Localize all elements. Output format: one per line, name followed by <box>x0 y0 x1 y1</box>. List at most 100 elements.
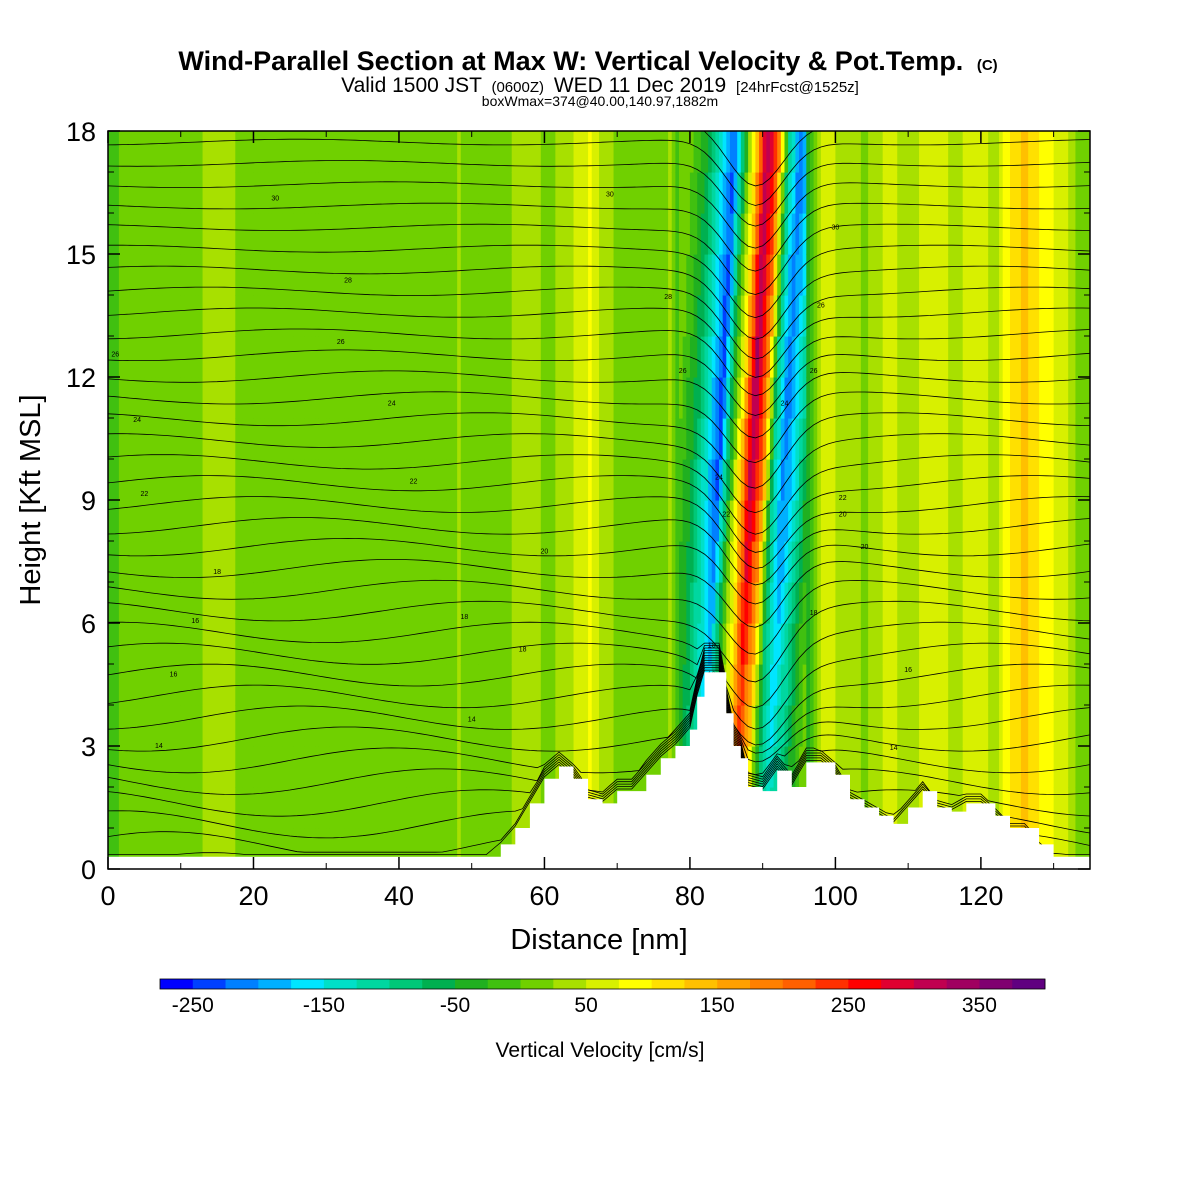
w-cell <box>300 541 305 583</box>
w-cell <box>246 541 251 583</box>
w-cell <box>919 336 924 378</box>
w-cell <box>297 459 302 501</box>
w-cell <box>809 418 815 460</box>
w-cell <box>1024 582 1029 624</box>
w-cell <box>548 582 553 624</box>
w-cell <box>660 377 666 419</box>
w-cell <box>715 254 720 296</box>
w-cell <box>220 623 225 665</box>
w-cell <box>799 172 804 214</box>
w-cell <box>966 377 971 419</box>
w-cell <box>988 746 993 788</box>
w-cell <box>228 254 233 296</box>
w-cell <box>1082 172 1087 214</box>
w-cell <box>831 459 837 501</box>
w-cell <box>828 459 833 501</box>
w-cell <box>835 459 840 501</box>
w-cell <box>1049 500 1055 542</box>
w-cell <box>657 377 662 419</box>
w-cell <box>991 254 997 296</box>
w-cell <box>744 500 749 542</box>
w-cell <box>820 705 826 747</box>
w-cell <box>631 746 636 788</box>
contour-label: 24 <box>781 401 789 408</box>
w-cell <box>257 746 262 788</box>
w-cell <box>144 500 149 542</box>
w-cell <box>297 787 302 829</box>
w-cell <box>322 377 327 419</box>
w-cell <box>635 418 640 460</box>
w-cell <box>348 213 353 255</box>
w-cell <box>162 377 167 419</box>
w-cell <box>799 705 804 747</box>
w-cell <box>751 541 756 583</box>
w-cell <box>606 541 611 583</box>
w-cell <box>213 336 218 378</box>
w-cell <box>860 377 866 419</box>
w-cell <box>191 828 196 869</box>
w-cell <box>889 336 895 378</box>
w-cell <box>755 500 760 542</box>
w-cell <box>162 459 167 501</box>
w-cell <box>1060 172 1066 214</box>
w-cell <box>442 746 447 788</box>
w-cell <box>813 377 818 419</box>
w-cell <box>129 828 135 869</box>
w-cell <box>398 131 404 173</box>
theta-contour-line <box>108 265 1090 340</box>
w-cell <box>664 705 669 747</box>
w-cell <box>813 254 818 296</box>
w-cell <box>853 336 858 378</box>
w-cell <box>442 787 447 829</box>
w-cell <box>395 418 400 460</box>
w-cell <box>704 336 709 378</box>
w-cell <box>569 541 575 583</box>
w-cell <box>682 172 687 214</box>
w-cell <box>402 787 407 829</box>
w-cell <box>246 213 251 255</box>
w-cell <box>540 541 546 583</box>
w-cell <box>555 254 560 296</box>
w-cell <box>468 828 473 869</box>
w-cell <box>337 500 342 542</box>
w-cell <box>413 500 418 542</box>
w-cell <box>235 582 240 624</box>
w-cell <box>566 500 571 542</box>
w-cell <box>1057 746 1062 788</box>
w-cell <box>897 664 902 706</box>
w-cell <box>518 377 524 419</box>
w-cell <box>628 131 633 173</box>
w-cell <box>784 131 789 173</box>
w-cell <box>253 459 258 501</box>
w-cell <box>631 664 636 706</box>
w-cell <box>824 213 829 255</box>
w-cell <box>300 213 305 255</box>
w-cell <box>991 418 997 460</box>
w-cell <box>566 418 571 460</box>
w-cell <box>224 705 229 747</box>
w-cell <box>1035 418 1040 460</box>
w-cell <box>1082 418 1087 460</box>
w-cell <box>315 295 320 337</box>
w-cell <box>820 295 826 337</box>
w-cell <box>377 541 382 583</box>
w-cell <box>682 623 687 665</box>
w-cell <box>271 295 276 337</box>
w-cell <box>1068 336 1073 378</box>
w-cell <box>591 172 596 214</box>
w-cell <box>719 500 724 542</box>
w-cell <box>260 787 265 829</box>
w-cell <box>482 213 487 255</box>
contour-label: 30 <box>606 192 614 199</box>
w-cell <box>548 131 553 173</box>
w-cell <box>995 500 1000 542</box>
w-cell <box>235 664 240 706</box>
w-cell <box>584 131 589 173</box>
w-cell <box>577 582 582 624</box>
w-cell <box>915 664 920 706</box>
w-cell <box>780 131 786 173</box>
w-cell <box>293 541 298 583</box>
w-cell <box>639 418 644 460</box>
w-cell <box>384 172 389 214</box>
w-cell <box>504 377 509 419</box>
